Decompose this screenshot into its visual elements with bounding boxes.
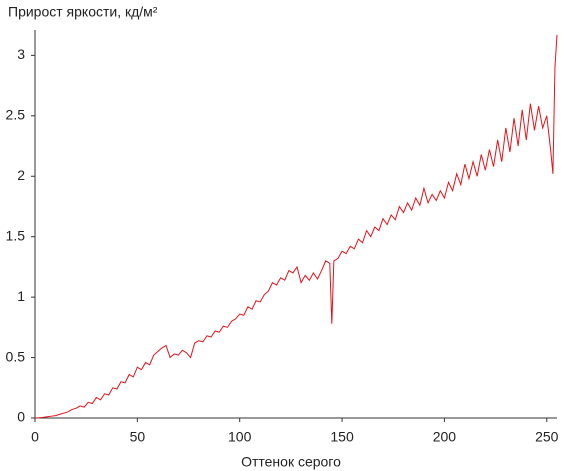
x-axis-label: Оттенок серого bbox=[241, 454, 341, 470]
y-tick-label: 1 bbox=[17, 288, 25, 304]
x-tick-label: 100 bbox=[228, 429, 252, 445]
chart-title: Прирост яркости, кд/м² bbox=[8, 4, 158, 20]
y-tick-label: 3 bbox=[17, 46, 25, 62]
x-tick-label: 0 bbox=[31, 429, 39, 445]
x-tick-label: 200 bbox=[433, 429, 457, 445]
y-tick-label: 0 bbox=[17, 409, 25, 425]
x-tick-label: 250 bbox=[535, 429, 559, 445]
data-line bbox=[34, 34, 558, 419]
x-tick-label: 50 bbox=[130, 429, 146, 445]
y-tick-label: 1.5 bbox=[6, 227, 26, 243]
y-tick-label: 2.5 bbox=[6, 107, 26, 123]
y-tick-label: 2 bbox=[17, 167, 25, 183]
y-tick-label: 0.5 bbox=[6, 348, 26, 364]
x-tick-label: 150 bbox=[330, 429, 354, 445]
